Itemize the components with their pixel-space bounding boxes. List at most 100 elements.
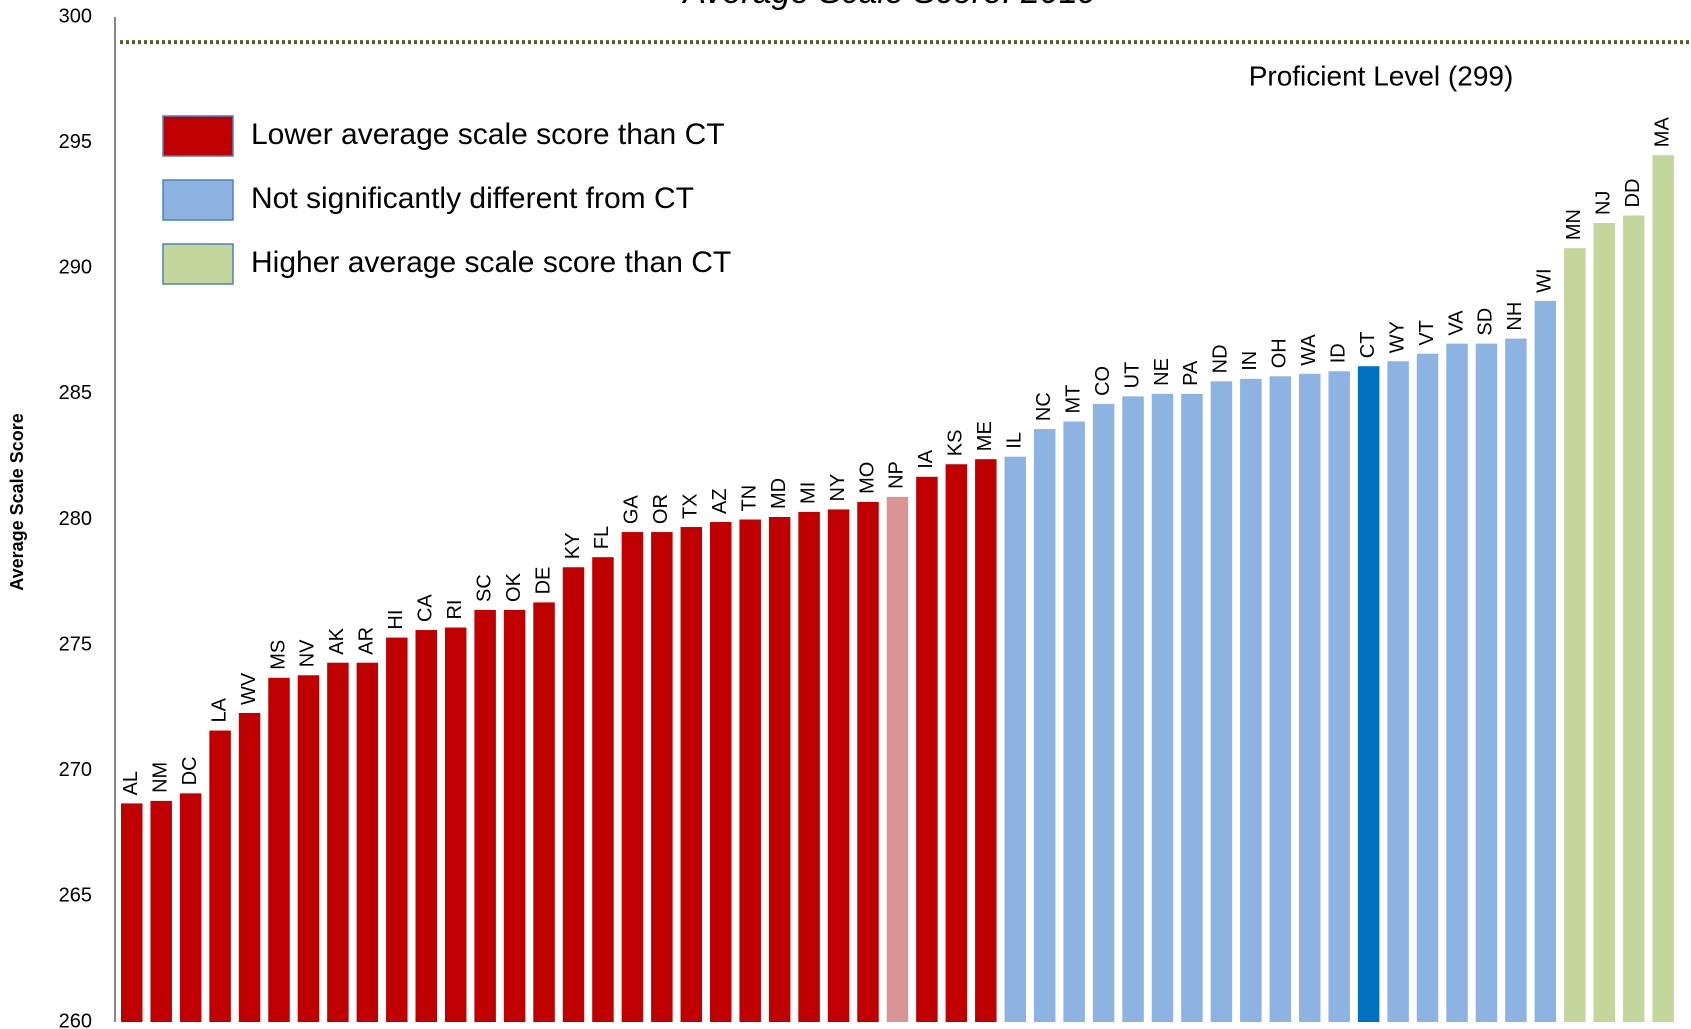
bar-category-label: MD xyxy=(768,478,790,509)
bar xyxy=(238,712,261,1022)
reference-label: Proficient Level (299) xyxy=(1249,60,1514,91)
bar xyxy=(1122,396,1144,1022)
bar-category-label: DD xyxy=(1622,179,1644,208)
bar-category-label: IN xyxy=(1239,351,1261,371)
y-tick-label: 285 xyxy=(59,382,92,404)
bar-category-label: NY xyxy=(827,474,849,502)
bar-category-label: NE xyxy=(1151,358,1173,386)
bar-category-label: NV xyxy=(297,639,319,667)
bar xyxy=(356,662,379,1022)
y-tick-label: 260 xyxy=(59,1010,92,1029)
bar-category-label: MN xyxy=(1563,209,1585,240)
legend-swatch xyxy=(162,115,234,157)
bar xyxy=(975,459,997,1022)
bar xyxy=(916,476,938,1023)
bar xyxy=(886,496,909,1022)
bar xyxy=(857,501,879,1023)
bar-category-label: NJ xyxy=(1593,191,1615,215)
bar xyxy=(1505,338,1527,1023)
bar-category-label: KY xyxy=(562,533,584,560)
bar xyxy=(621,532,644,1022)
legend-label: Lower average scale score than CT xyxy=(251,118,725,151)
bar-category-label: WV xyxy=(238,672,260,705)
bar xyxy=(1004,456,1026,1022)
bar xyxy=(297,675,320,1022)
y-tick-label: 280 xyxy=(59,508,92,530)
bar xyxy=(1210,381,1233,1022)
y-tick-label: 275 xyxy=(59,633,92,655)
bar-category-label: OH xyxy=(1269,338,1291,368)
bar-category-label: VT xyxy=(1416,320,1438,346)
bar-category-label: RI xyxy=(444,600,466,620)
bar xyxy=(1269,376,1292,1023)
bar xyxy=(1416,353,1439,1022)
bar-category-label: AR xyxy=(356,627,378,655)
bar xyxy=(562,567,585,1022)
bar xyxy=(1564,248,1586,1022)
bar xyxy=(710,522,732,1022)
bar-category-label: MT xyxy=(1062,385,1084,414)
bar-category-label: GA xyxy=(621,495,643,525)
legend-label: Not significantly different from CT xyxy=(251,182,694,215)
bar xyxy=(1033,429,1056,1022)
bar-category-label: AZ xyxy=(709,488,731,514)
bar xyxy=(444,627,467,1022)
bar-category-label: ID xyxy=(1327,343,1349,363)
bar xyxy=(592,557,614,1022)
bar-category-label: ME xyxy=(974,421,996,451)
bar xyxy=(1446,343,1468,1022)
bar-category-label: TX xyxy=(680,493,702,519)
bar xyxy=(533,602,555,1022)
bar-category-label: DC xyxy=(179,756,201,785)
bar xyxy=(327,662,349,1022)
bar-category-label: NC xyxy=(1033,392,1055,421)
bar xyxy=(680,527,703,1022)
bar xyxy=(1299,373,1321,1022)
bar-category-label: CT xyxy=(1357,332,1379,359)
bar-category-label: KS xyxy=(945,430,967,457)
bar xyxy=(268,677,290,1022)
bar xyxy=(1240,378,1262,1022)
bar xyxy=(1181,393,1203,1022)
y-tick-label: 295 xyxy=(59,131,92,153)
bar-category-label: AL xyxy=(120,771,142,795)
bar-category-label: TN xyxy=(738,485,760,512)
bar-category-label: MI xyxy=(797,482,819,504)
bar-category-label: VA xyxy=(1445,310,1467,336)
bar-category-label: PA xyxy=(1180,360,1202,386)
bar-category-label: WY xyxy=(1386,321,1408,353)
bar xyxy=(1593,223,1615,1022)
y-tick-label: 265 xyxy=(59,885,92,907)
bar-category-label: SD xyxy=(1475,308,1497,336)
bar-category-label: HI xyxy=(385,610,407,630)
bar-category-label: MA xyxy=(1651,117,1673,148)
bar xyxy=(1622,215,1645,1023)
bar-category-label: UT xyxy=(1121,362,1143,389)
bar-category-label: IA xyxy=(915,449,937,469)
bar-category-label: NH xyxy=(1504,302,1526,331)
bar xyxy=(651,532,673,1022)
bar xyxy=(768,516,791,1022)
legend-swatch xyxy=(162,179,234,221)
bar-category-label: AK xyxy=(326,627,348,654)
bar xyxy=(121,803,143,1022)
bar-category-label: ND xyxy=(1210,344,1232,373)
bar-category-label: FL xyxy=(591,526,613,549)
chart-title: Average Scale Score: 2019 xyxy=(681,0,1096,11)
bar xyxy=(150,800,172,1022)
legend-swatch xyxy=(162,243,234,285)
bar xyxy=(1534,300,1557,1023)
bar-category-label: IL xyxy=(1004,432,1026,449)
bar xyxy=(179,793,202,1022)
bar xyxy=(798,511,820,1022)
bar-category-label: CA xyxy=(415,594,437,622)
bar-category-label: NP xyxy=(886,461,908,489)
legend-label: Higher average scale score than CT xyxy=(251,246,731,279)
bar xyxy=(945,464,968,1023)
bar xyxy=(739,519,761,1022)
bar xyxy=(1151,393,1174,1022)
bar xyxy=(474,609,496,1022)
bar-category-label: NM xyxy=(149,762,171,793)
